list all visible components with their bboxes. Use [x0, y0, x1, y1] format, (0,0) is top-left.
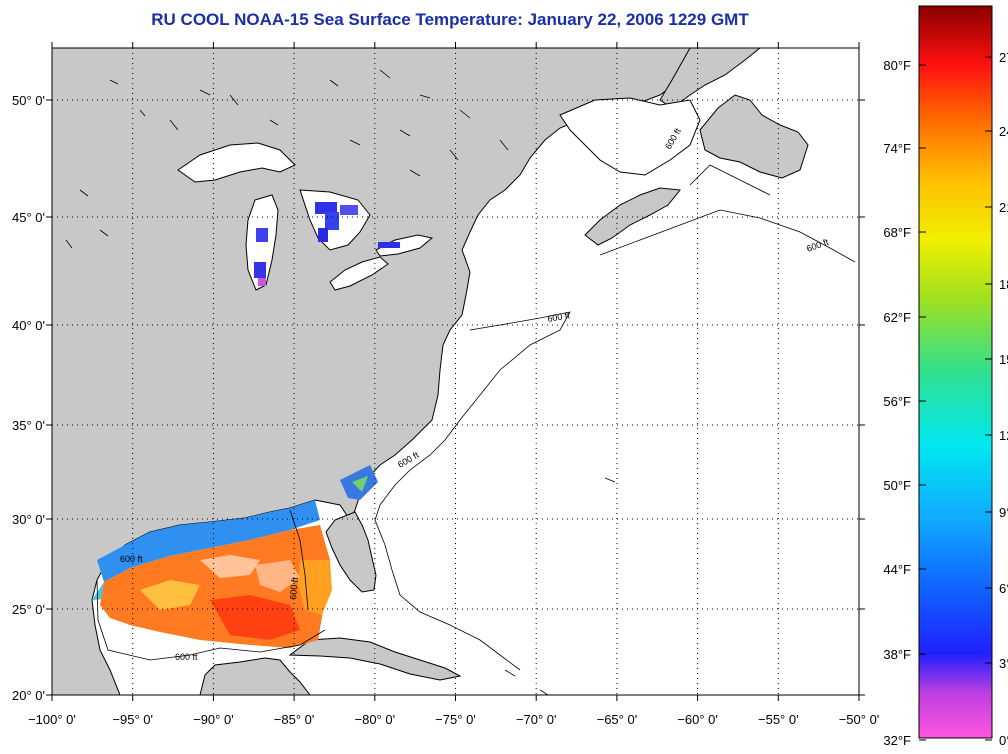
shelf-contours	[96, 164, 856, 671]
lake-erie	[329, 256, 389, 291]
lat-tick-label: 20° 0'	[12, 688, 45, 703]
lon-tick-label: −75° 0'	[435, 712, 476, 727]
colorbar-f-label: 74°F	[883, 141, 911, 156]
lat-tick-label: 40° 0'	[12, 318, 45, 333]
land-cuba	[288, 637, 462, 681]
colorbar-c-label: 21°C	[999, 200, 1008, 215]
land-yucatan	[199, 657, 311, 695]
lon-tick-label: −90° 0'	[193, 712, 234, 727]
map-title: RU COOL NOAA-15 Sea Surface Temperature:…	[151, 10, 749, 29]
lat-tick-label: 45° 0'	[12, 210, 45, 225]
lat-tick-label: 35° 0'	[12, 418, 45, 433]
colorbar-c-label: 0°C	[999, 733, 1008, 748]
contour-label-1: 600 ft	[120, 554, 143, 564]
gulf-sst-field	[92, 465, 378, 648]
lat-tick-label: 25° 0'	[12, 602, 45, 617]
gulf-st-lawrence	[559, 97, 701, 176]
lon-tick-label: −95° 0'	[112, 712, 153, 727]
colorbar-f-label: 80°F	[883, 58, 911, 73]
colorbar-c-label: 27°C	[999, 50, 1008, 65]
colorbar-celsius-labels: 27°C 24°C 21°C 18°C 15°C 12°C 9°C 6°C 3°C 0°C	[999, 50, 1008, 748]
colorbar-f-label: 32°F	[883, 733, 911, 748]
colorbar-f-label: 68°F	[883, 225, 911, 240]
lon-tick-label: −70° 0'	[516, 712, 557, 727]
colorbar	[918, 5, 993, 739]
lon-tick-label: −55° 0'	[758, 712, 799, 727]
axis-ticks	[46, 42, 865, 701]
colorbar-f-label: 62°F	[883, 310, 911, 325]
colorbar-fahrenheit-labels: 80°F 74°F 68°F 62°F 56°F 50°F 44°F 38°F 32°F	[883, 58, 911, 748]
lake-superior	[177, 142, 296, 183]
colorbar-c-label: 3°C	[999, 656, 1008, 671]
colorbar-f-label: 38°F	[883, 647, 911, 662]
lon-tick-label: −85° 0'	[274, 712, 315, 727]
land-florida	[325, 511, 377, 593]
terrain-detail	[65, 69, 616, 695]
lat-tick-label: 30° 0'	[12, 512, 45, 527]
colorbar-c-label: 9°C	[999, 505, 1008, 520]
lake-sst-pixels	[254, 202, 400, 286]
lon-tick-label: −60° 0'	[677, 712, 718, 727]
colorbar-c-label: 24°C	[999, 124, 1008, 139]
lat-tick-labels: 20° 0' 25° 0' 30° 0' 35° 0' 40° 0' 45° 0' 50° …	[12, 93, 45, 703]
lon-tick-label: −50° 0'	[839, 712, 880, 727]
colorbar-f-label: 56°F	[883, 394, 911, 409]
lake-ontario	[375, 234, 434, 257]
lat-tick-label: 50° 0'	[12, 93, 45, 108]
land-newfoundland	[699, 94, 809, 179]
colorbar-f-label: 44°F	[883, 562, 911, 577]
colorbar-f-label: 50°F	[883, 478, 911, 493]
colorbar-ticks	[919, 56, 992, 741]
colorbar-c-label: 6°C	[999, 581, 1008, 596]
contour-label-2: 600 ft	[175, 652, 198, 662]
colorbar-c-label: 12°C	[999, 428, 1008, 443]
lon-tick-labels: −100° 0' −95° 0' −90° 0' −85° 0' −80° 0' −75°…	[28, 712, 879, 727]
lon-tick-label: −80° 0'	[355, 712, 396, 727]
contour-label-4: 600 ft	[547, 310, 571, 324]
land-labrador	[659, 48, 761, 109]
colorbar-c-label: 15°C	[999, 352, 1008, 367]
lon-tick-label: −65° 0'	[597, 712, 638, 727]
colorbar-c-label: 18°C	[999, 277, 1008, 292]
lon-tick-label: −100° 0'	[28, 712, 76, 727]
